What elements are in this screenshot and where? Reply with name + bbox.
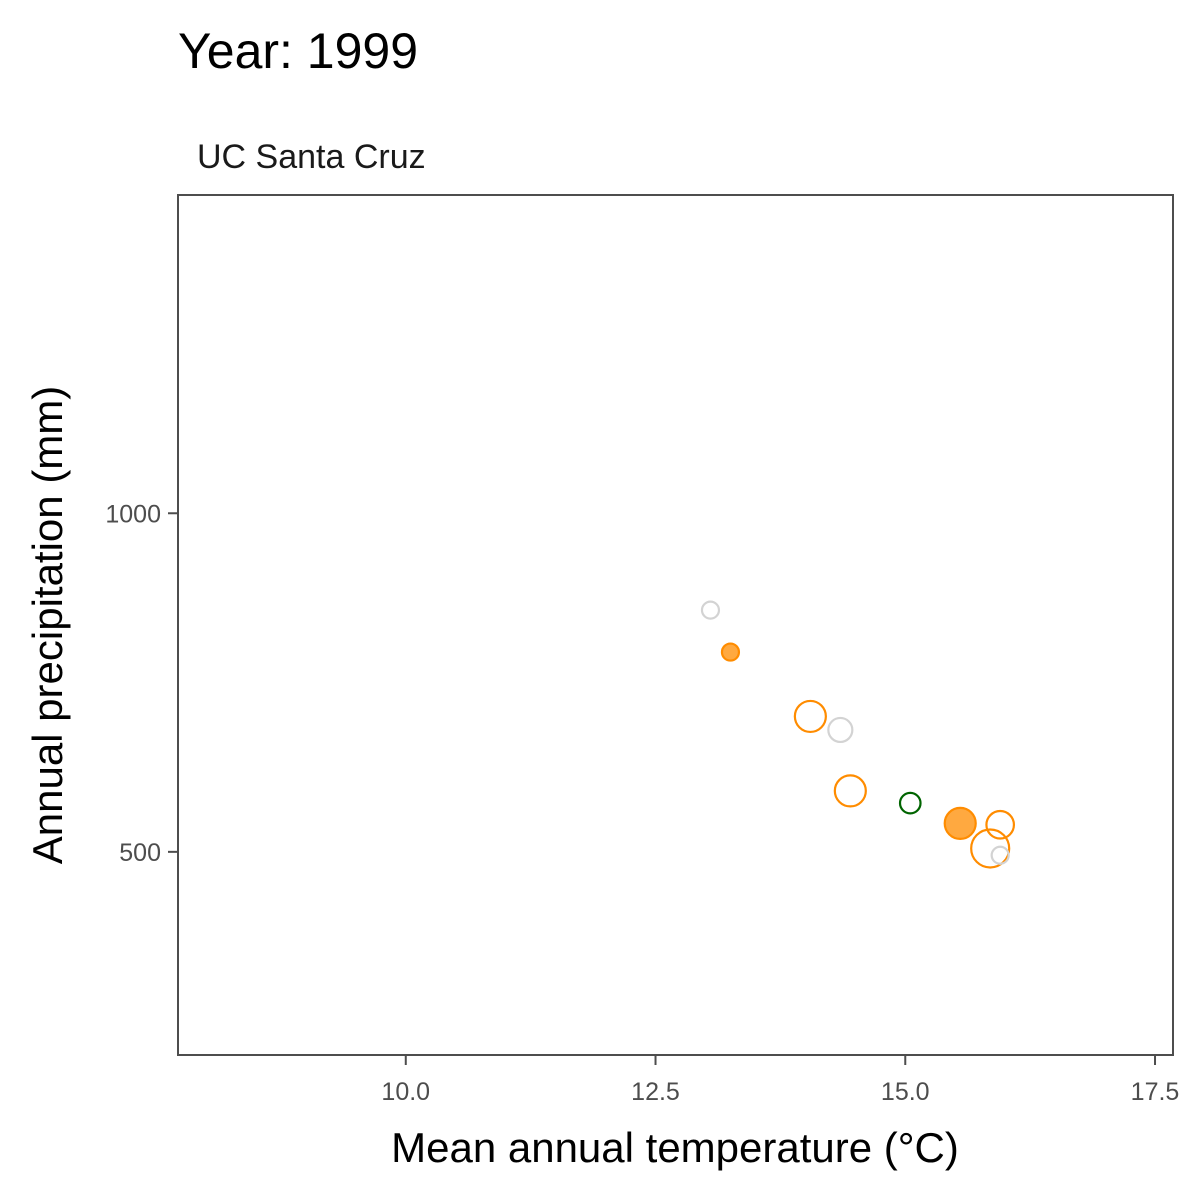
panel-subtitle: UC Santa Cruz [197,138,426,176]
data-point [970,828,1011,869]
chart-title: Year: 1999 [178,23,418,79]
data-point [720,642,741,662]
data-point [700,600,721,620]
data-point [943,806,977,841]
data-point [985,809,1016,840]
y-tick-label: 500 [119,839,161,867]
x-tick-label: 10.0 [381,1078,430,1106]
x-tick-label: 15.0 [881,1078,930,1106]
data-point [827,716,854,744]
x-tick-label: 17.5 [1131,1078,1180,1106]
y-axis: 500 1000 [105,500,178,867]
data-point [898,791,922,815]
y-tick-label: 1000 [105,500,161,528]
plot-panel [177,194,1174,1056]
data-points [700,600,1016,869]
x-tick-label: 12.5 [631,1078,680,1106]
x-axis-title: Mean annual temperature (°C) [391,1124,959,1171]
data-point [833,774,867,808]
data-point [990,845,1010,865]
y-axis-title: Annual precipitation (mm) [24,386,71,865]
x-axis: 10.0 12.5 15.0 17.5 [381,1055,1179,1106]
data-point [793,699,827,734]
